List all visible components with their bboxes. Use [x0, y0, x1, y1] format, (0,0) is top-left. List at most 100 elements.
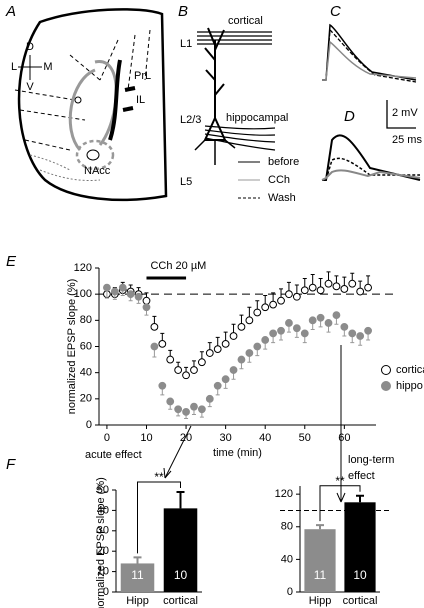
x-tick-label: 30 [220, 432, 232, 444]
data-point [197, 358, 206, 367]
y-tick-label: 30 [97, 525, 109, 537]
data-point [229, 366, 238, 374]
n-label: 11 [314, 568, 327, 582]
pathway [108, 59, 136, 141]
data-point [308, 283, 317, 292]
x-tick-label: cortical [163, 595, 198, 607]
data-point [261, 336, 270, 344]
legend-marker [381, 381, 391, 391]
corpus-callosum [68, 68, 96, 152]
trace-before [322, 134, 421, 181]
significance-bracket [319, 485, 361, 522]
data-point [103, 283, 111, 292]
data-point [277, 296, 285, 305]
x-tick-label: 20 [180, 432, 192, 444]
panel-label: E [6, 253, 17, 270]
x-tick-label: 50 [299, 432, 311, 444]
data-point [356, 332, 365, 340]
scale-bar [386, 100, 416, 129]
data-point [134, 292, 143, 301]
data-point [253, 342, 262, 351]
scale-label: 2 mV [392, 107, 418, 119]
data-point [213, 345, 222, 354]
panel-label: C [330, 3, 341, 20]
x-tick-label: 10 [140, 432, 152, 444]
y-tick-label: 120 [275, 488, 293, 500]
bar [163, 508, 198, 592]
layer-label: L2/3 [180, 114, 201, 126]
compass-label: D [26, 41, 34, 53]
data-point [110, 287, 119, 296]
data-point [356, 287, 365, 296]
y-tick-label: 40 [97, 504, 109, 516]
compass-label: L [11, 61, 17, 73]
n-label: 10 [353, 568, 367, 582]
striatal-lines [29, 154, 101, 181]
data-point [205, 349, 214, 357]
trace-wash [322, 28, 417, 83]
data-point [292, 292, 301, 301]
x-tick-label: cortical [343, 595, 378, 607]
legend-label: Wash [268, 192, 296, 204]
data-point [269, 329, 278, 338]
slice-outline [17, 8, 168, 202]
error-bar [176, 491, 185, 509]
data-point [221, 375, 230, 384]
trace-before [322, 23, 417, 81]
data-point [332, 311, 341, 320]
x-tick-label: 40 [259, 432, 271, 444]
data-point [245, 316, 254, 325]
region-borders [14, 29, 151, 151]
n-label: 10 [174, 568, 188, 582]
hippocampal-fibers [204, 125, 276, 151]
data-point [269, 300, 278, 309]
error-bar [316, 524, 324, 530]
y-tick-label: 20 [97, 545, 109, 557]
arrow-head [163, 467, 172, 479]
arrow-head [336, 492, 346, 503]
legend-label: cortical [396, 364, 424, 376]
bar [344, 502, 376, 592]
y-tick-label: 40 [281, 553, 293, 565]
data-point [142, 296, 151, 305]
data-point [277, 326, 285, 335]
data-point [213, 381, 222, 390]
data-point [324, 319, 333, 327]
x-tick-label: 60 [338, 432, 350, 444]
data-point [364, 283, 372, 292]
data-point [316, 313, 325, 322]
cortical-fibers [197, 31, 272, 45]
region-label: NAcc [84, 165, 111, 177]
data-point [197, 405, 206, 414]
data-point [174, 405, 183, 414]
data-point [190, 402, 198, 411]
data-point [300, 286, 309, 295]
drug-label: CCh 20 µM [150, 260, 206, 272]
legend-label: before [268, 156, 299, 168]
y-tick-label: 120 [74, 262, 92, 274]
anterior-commissure [86, 149, 100, 161]
annotation: acute effect [85, 449, 142, 461]
data-point [332, 282, 341, 291]
data-point [316, 286, 325, 295]
marker [74, 96, 82, 104]
panel-a: A D L M V PrL IL NAcc [5, 3, 168, 202]
y-tick-label: 50 [97, 484, 109, 496]
y-tick-label: 80 [281, 521, 293, 533]
data-point [150, 322, 159, 331]
legend-marker [381, 365, 391, 375]
data-point [221, 339, 230, 348]
error-bar [133, 556, 142, 564]
compass-label: M [43, 61, 52, 73]
data-point [300, 329, 309, 338]
n-label: 11 [131, 568, 144, 582]
significance-bracket [137, 481, 181, 554]
data-point [245, 349, 254, 357]
y-tick-label: 80 [80, 314, 92, 326]
data-point [126, 290, 135, 299]
input-label: hippocampal [226, 112, 288, 124]
data-point [261, 303, 270, 312]
arrow [164, 425, 192, 479]
region-label: IL [136, 94, 145, 106]
